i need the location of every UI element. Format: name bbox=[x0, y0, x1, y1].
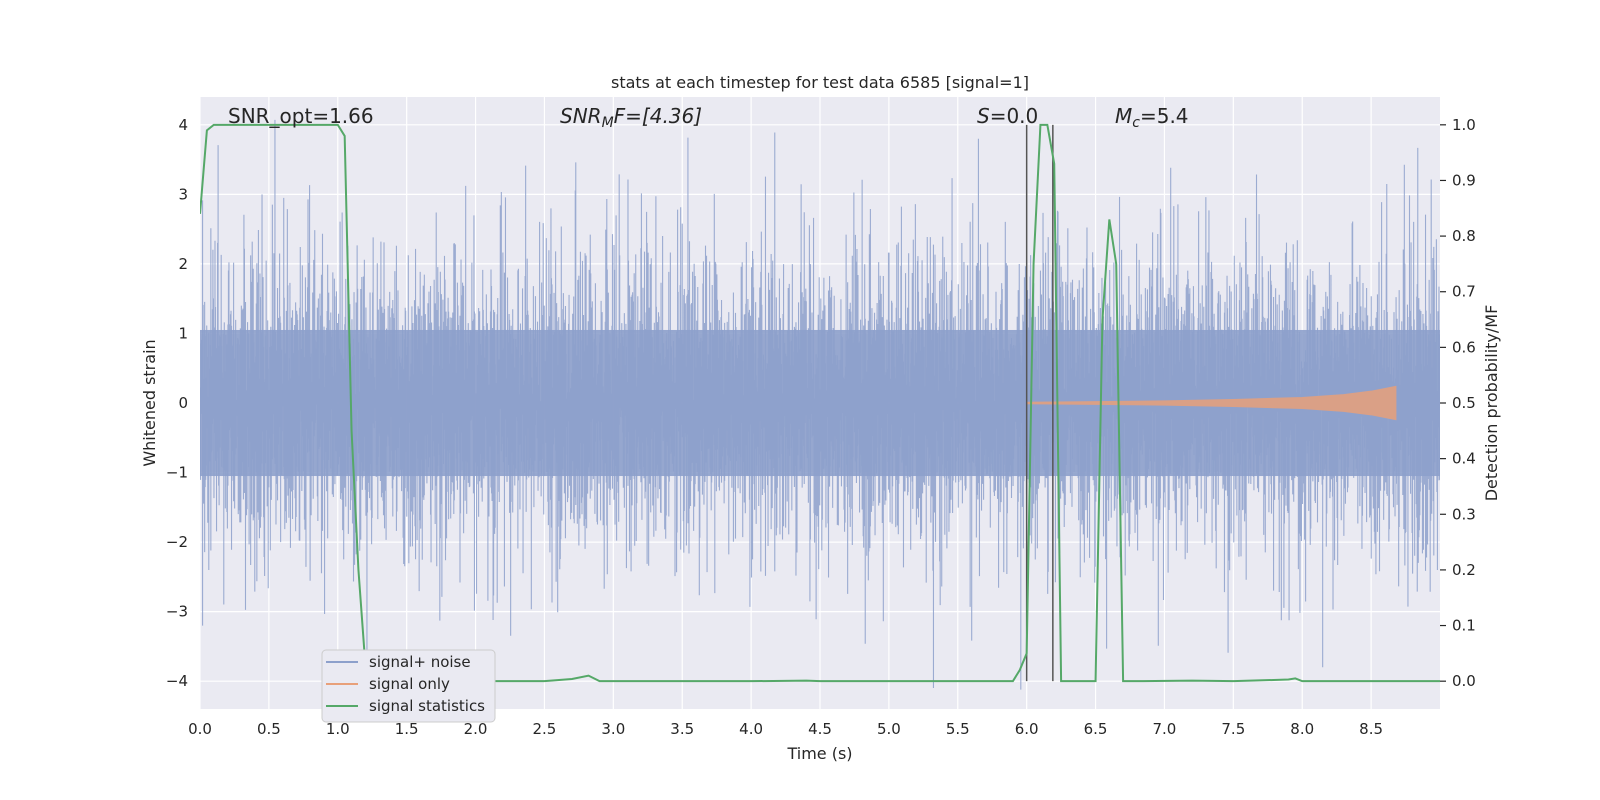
y-axis-ticks: −4 −3 −2 −1 0 1 2 3 4 bbox=[166, 116, 188, 690]
y-axis-label: Whitened strain bbox=[140, 339, 159, 466]
x-tick-label-8: 4.0 bbox=[739, 720, 763, 738]
legend-label-signal-noise: signal+ noise bbox=[369, 653, 471, 671]
annotation-snr-mf-rest: F=[4.36] bbox=[614, 104, 702, 128]
y2-tick-label-1: 0.1 bbox=[1452, 617, 1476, 635]
y2-tick-label-3: 0.3 bbox=[1452, 505, 1476, 523]
y2-tick-label-10: 1.0 bbox=[1452, 116, 1476, 134]
y2-tick-label-9: 0.9 bbox=[1452, 171, 1476, 189]
annotation-snr-mf: SNRMF=[4.36] bbox=[560, 104, 702, 131]
event-markers bbox=[1025, 124, 1054, 682]
annotation-mc-main: M bbox=[1115, 104, 1132, 128]
y-tick-label-0: −4 bbox=[166, 672, 188, 690]
x-tick-label-4: 2.0 bbox=[464, 720, 488, 738]
statistics-line bbox=[200, 123, 1440, 683]
y2-tick-label-7: 0.7 bbox=[1452, 283, 1476, 301]
y2-tick-label-5: 0.5 bbox=[1452, 394, 1476, 412]
legend: signal+ noise signal only signal statist… bbox=[321, 649, 496, 723]
y-tick-label-4: 0 bbox=[178, 394, 188, 412]
x-tick-label-3: 1.5 bbox=[395, 720, 419, 738]
y-tick-label-3: −1 bbox=[166, 464, 188, 482]
y-tick-label-2: −2 bbox=[166, 533, 188, 551]
y2-tick-label-0: 0.0 bbox=[1452, 672, 1476, 690]
x-tick-label-12: 6.0 bbox=[1015, 720, 1039, 738]
legend-box bbox=[321, 649, 496, 723]
x-tick-label-7: 3.5 bbox=[670, 720, 694, 738]
x-axis-label: Time (s) bbox=[786, 744, 852, 763]
legend-label-signal-only: signal only bbox=[369, 675, 450, 693]
y-tick-label-8: 4 bbox=[178, 116, 188, 134]
x-tick-label-13: 6.5 bbox=[1084, 720, 1108, 738]
x-tick-label-16: 8.0 bbox=[1290, 720, 1314, 738]
series-signal-statistics bbox=[200, 123, 1440, 683]
y-tick-label-7: 3 bbox=[178, 185, 188, 203]
annotation-snr-mf-sub: M bbox=[602, 115, 614, 131]
y2-axis-ticks: 0.0 0.1 0.2 0.3 0.4 0.5 0.6 0.7 0.8 0.9 1.0 bbox=[1440, 116, 1476, 690]
chirp-envelope bbox=[1026, 385, 1397, 421]
annotation-snr-opt: SNR_opt=1.66 bbox=[228, 104, 374, 128]
x-tick-label-2: 1.0 bbox=[326, 720, 350, 738]
annotation-mc: Mc=5.4 bbox=[1115, 104, 1189, 131]
y-tick-label-5: 1 bbox=[178, 324, 188, 342]
x-tick-label-9: 4.5 bbox=[808, 720, 832, 738]
x-tick-label-11: 5.5 bbox=[946, 720, 970, 738]
y2-tick-label-6: 0.6 bbox=[1452, 338, 1476, 356]
x-tick-label-1: 0.5 bbox=[257, 720, 281, 738]
annotation-mc-sub: c bbox=[1132, 115, 1140, 131]
annotation-snr-mf-main: SNR bbox=[560, 104, 602, 128]
chart-title: stats at each timestep for test data 658… bbox=[611, 73, 1029, 92]
y-tick-label-1: −3 bbox=[166, 603, 188, 621]
y2-tick-label-2: 0.2 bbox=[1452, 561, 1476, 579]
y-tick-label-6: 2 bbox=[178, 255, 188, 273]
y2-tick-label-4: 0.4 bbox=[1452, 450, 1476, 468]
legend-label-signal-statistics: signal statistics bbox=[369, 697, 485, 715]
y2-axis-label: Detection probability/MF bbox=[1482, 305, 1501, 502]
x-tick-label-6: 3.0 bbox=[601, 720, 625, 738]
x-tick-label-15: 7.5 bbox=[1221, 720, 1245, 738]
x-tick-label-17: 8.5 bbox=[1359, 720, 1383, 738]
annotation-mc-rest: =5.4 bbox=[1140, 104, 1189, 128]
x-tick-label-10: 5.0 bbox=[877, 720, 901, 738]
x-axis-ticks: 0.0 0.5 1.0 1.5 2.0 2.5 3.0 3.5 4.0 4.5 5.0 5.5 6.0 6… bbox=[188, 720, 1383, 738]
x-tick-label-5: 2.5 bbox=[533, 720, 557, 738]
annotation-s-rest: =0.0 bbox=[990, 104, 1039, 128]
series-signal-only bbox=[1026, 385, 1397, 421]
y2-tick-label-8: 0.8 bbox=[1452, 227, 1476, 245]
x-tick-label-14: 7.0 bbox=[1153, 720, 1177, 738]
x-tick-label-0: 0.0 bbox=[188, 720, 212, 738]
annotation-s-main: S bbox=[977, 104, 990, 128]
annotation-s: S=0.0 bbox=[977, 104, 1038, 128]
